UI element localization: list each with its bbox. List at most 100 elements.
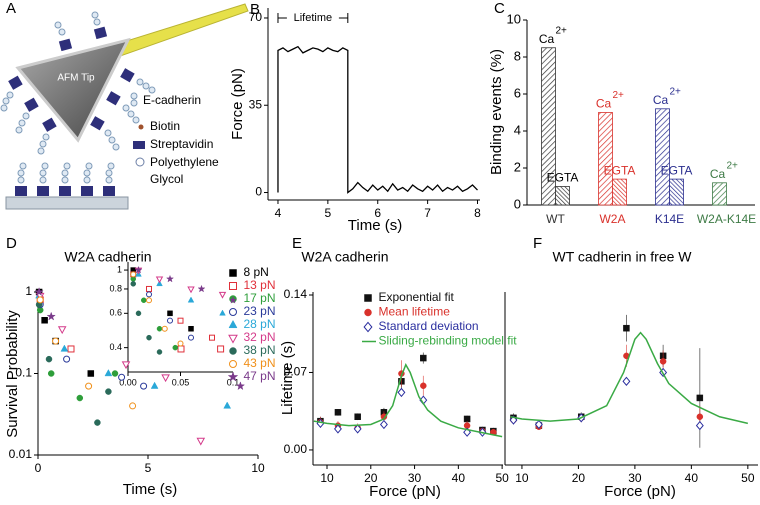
x-axis-label: Force (pN) <box>604 483 676 500</box>
legend-label: 32 pN <box>244 330 276 344</box>
x-tick-label: W2A-K14E <box>697 212 756 226</box>
marker <box>229 269 237 277</box>
x-axis-label: Time (s) <box>123 481 177 498</box>
marker <box>229 282 237 290</box>
y-tick-label: 0.07 <box>284 365 308 379</box>
x-tick-label: 7 <box>424 206 431 220</box>
marker <box>135 310 142 317</box>
legend-label: 43 pN <box>244 356 276 370</box>
panel-label: C <box>494 0 505 17</box>
y-tick-label: 10 <box>507 11 521 26</box>
streptavidin-icon <box>133 141 145 149</box>
marker <box>622 376 631 386</box>
marker <box>34 287 44 297</box>
x-tick-label: 10 <box>251 461 265 475</box>
marker <box>94 419 101 426</box>
marker <box>165 274 175 283</box>
bar-label-superscript: 2+ <box>613 90 625 101</box>
marker <box>534 419 543 430</box>
y-tick-label: 0.4 <box>109 342 122 352</box>
bar-label: EGTA <box>661 163 693 177</box>
marker <box>141 297 147 304</box>
marker <box>146 297 152 304</box>
marker <box>696 413 704 420</box>
marker <box>167 310 173 317</box>
marker <box>134 265 143 274</box>
y-axis-label: Force (pN) <box>229 68 246 140</box>
y-tick-label: 35 <box>249 97 263 111</box>
panel-a: A AFM Tip <box>0 0 249 210</box>
marker <box>177 317 184 324</box>
marker <box>187 286 195 294</box>
y-tick-label: 8 <box>514 48 521 63</box>
x-tick-label: 5 <box>145 461 152 475</box>
legend-text: Glycol <box>150 172 183 186</box>
y-tick-label: 0.14 <box>284 287 308 301</box>
x-tick-label: 0.1 <box>227 377 240 387</box>
legend-label: 8 pN <box>244 265 269 279</box>
y-axis-label: Survival Probability <box>4 310 21 438</box>
marker <box>463 415 471 423</box>
marker <box>156 326 163 332</box>
bar-label: EGTA <box>547 171 579 185</box>
y-axis-label: Binding events (%) <box>488 49 505 175</box>
legend-text: Biotin <box>150 119 180 133</box>
afm-tip <box>15 37 131 143</box>
marker <box>140 382 148 390</box>
marker <box>696 394 704 402</box>
marker <box>229 347 237 355</box>
marker <box>229 360 237 368</box>
chart-title: W2A cadherin <box>64 249 151 265</box>
marker <box>219 309 226 316</box>
x-tick-label: WT <box>546 212 565 226</box>
x-tick-label: 0 <box>35 461 42 475</box>
y-tick-label: 0.00 <box>284 442 308 456</box>
marker <box>623 324 630 332</box>
chart-title: WT cadherin in free W <box>552 249 692 265</box>
marker <box>146 334 152 341</box>
legend-label: 28 pN <box>244 317 276 331</box>
bar-label: Ca <box>710 167 726 181</box>
marker <box>155 276 164 284</box>
bar <box>655 108 670 206</box>
marker <box>397 387 406 398</box>
marker <box>172 344 178 351</box>
marker <box>57 326 67 335</box>
marker <box>363 321 373 333</box>
bar <box>598 112 613 206</box>
y-tick-label: 1 <box>25 284 32 298</box>
y-tick-label: 70 <box>249 10 263 24</box>
bar-label-superscript: 2+ <box>670 86 682 97</box>
legend-text: E-cadherin <box>143 93 201 107</box>
panel-label: E <box>292 235 302 252</box>
marker <box>333 424 342 434</box>
marker <box>161 374 170 383</box>
bar-label: EGTA <box>604 163 636 177</box>
marker <box>156 349 163 355</box>
marker <box>228 295 238 304</box>
bar-label: Ca <box>539 32 555 46</box>
marker <box>41 317 48 324</box>
legend-text: Polyethylene <box>150 155 219 169</box>
x-tick-label: 8 <box>474 206 481 220</box>
marker <box>188 334 194 341</box>
x-axis-label: Time (s) <box>348 217 402 234</box>
x-tick-label: K14E <box>655 212 684 226</box>
biotin-icon <box>138 124 144 130</box>
marker <box>45 355 53 363</box>
annotation: Lifetime <box>294 12 333 24</box>
marker <box>146 285 152 292</box>
x-tick-label: 50 <box>741 471 755 485</box>
fit-line <box>510 331 749 425</box>
x-tick-label: 10 <box>515 471 529 485</box>
marker <box>167 317 173 324</box>
x-tick-label: 20 <box>572 471 586 485</box>
bar-label: Ca <box>596 97 612 111</box>
marker <box>229 308 237 316</box>
y-tick-label: 0 <box>514 196 521 211</box>
marker <box>217 345 225 353</box>
x-tick-label: 50 <box>495 471 509 485</box>
marker <box>218 291 227 299</box>
marker <box>187 296 195 303</box>
